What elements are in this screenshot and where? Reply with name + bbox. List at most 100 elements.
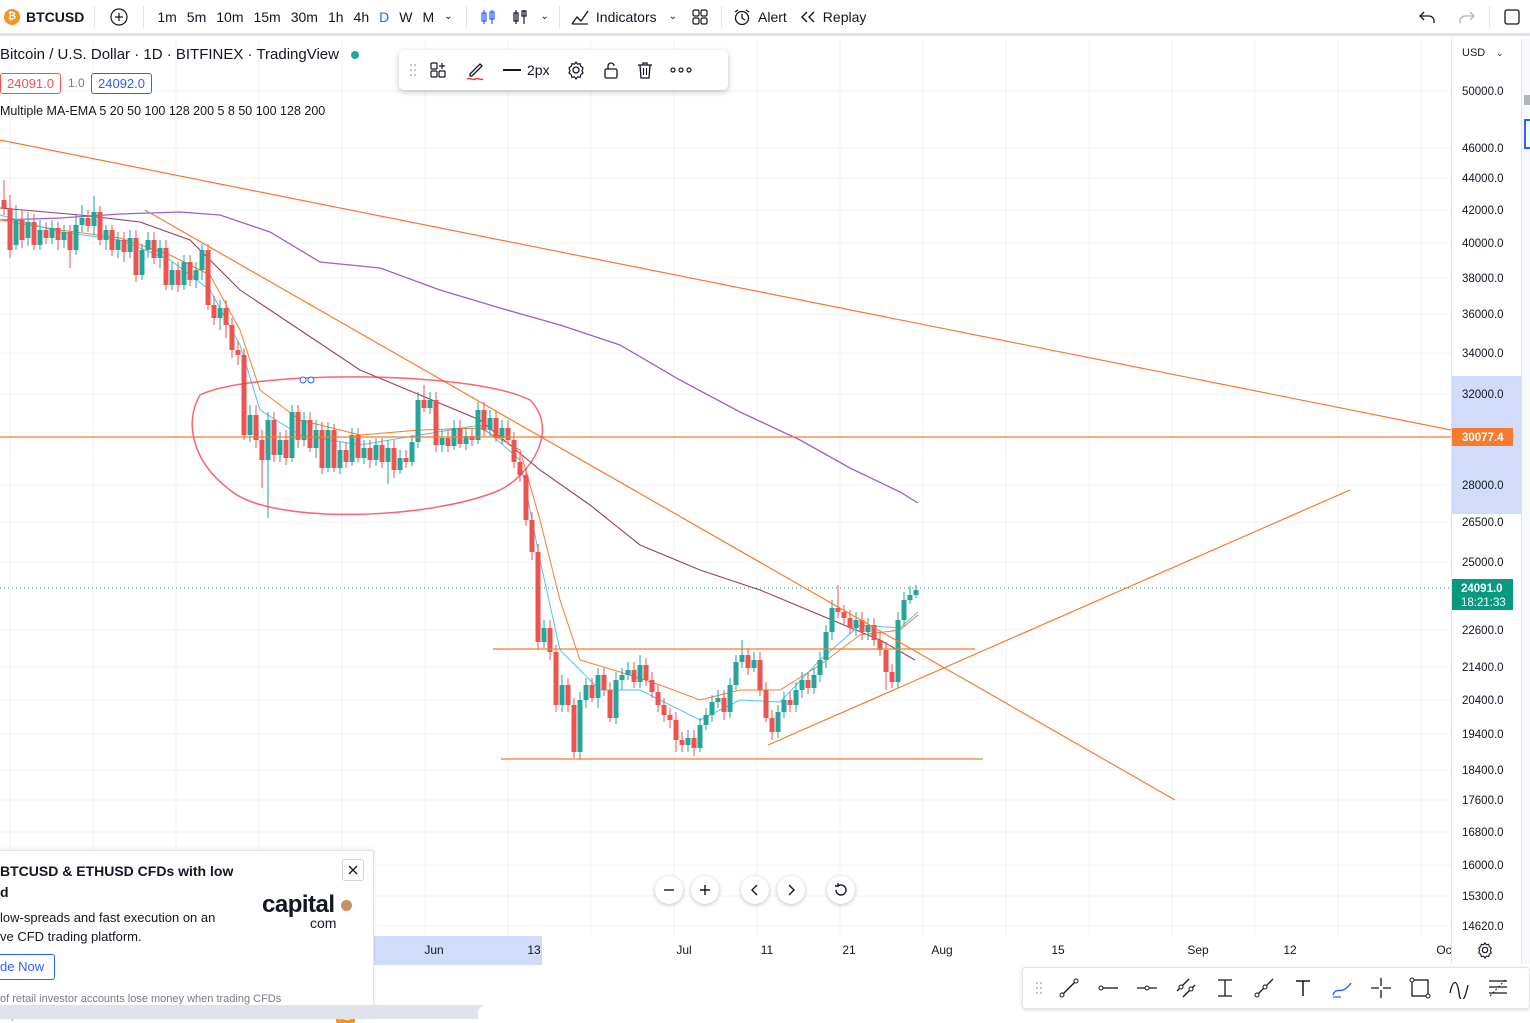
chart-canvas[interactable]: [0, 39, 1451, 964]
crosshair-tool-icon[interactable]: [1361, 968, 1400, 1008]
indicators-chevron-down-icon[interactable]: ⌄: [668, 11, 677, 22]
interval-30m[interactable]: 30m: [290, 8, 318, 25]
template-icon[interactable]: [421, 50, 457, 90]
candle-body: [61, 232, 67, 240]
candle-body: [85, 218, 91, 226]
interval-dropdown-chevron-icon[interactable]: ⌄: [444, 11, 453, 22]
interval-5m[interactable]: 5m: [186, 8, 207, 25]
zoom-out-button[interactable]: [655, 876, 683, 904]
candle-body: [283, 440, 289, 458]
scroll-left-button[interactable]: [741, 876, 769, 904]
currency-chevron-down-icon[interactable]: ⌄: [1496, 48, 1504, 58]
price-tick-label: 16000.0: [1462, 860, 1504, 872]
interval-1h[interactable]: 1h: [327, 8, 344, 25]
horizontal-ray-tool-icon[interactable]: [1088, 968, 1127, 1008]
scroll-right-button[interactable]: [777, 876, 805, 904]
indicators-button[interactable]: Indicators: [564, 0, 663, 35]
candle-body: [517, 462, 523, 475]
candle-body: [403, 458, 409, 462]
chart-type-chevron-down-icon[interactable]: ⌄: [540, 11, 549, 22]
layout-grid-icon[interactable]: [683, 0, 717, 35]
compare-add-icon[interactable]: [99, 0, 139, 35]
alarm-clock-icon: [734, 8, 750, 25]
price-chart[interactable]: [0, 39, 1451, 964]
trash-icon[interactable]: [628, 50, 662, 90]
interval-m[interactable]: M: [422, 8, 435, 25]
indicators-icon: [571, 10, 589, 25]
axis-settings-gear-icon[interactable]: [1476, 941, 1496, 961]
ema-20-line: [0, 219, 919, 701]
redo-icon[interactable]: [1447, 0, 1485, 35]
price-range-tool-icon[interactable]: [1205, 968, 1244, 1008]
candle-body: [895, 620, 901, 682]
path-tool-icon[interactable]: [1322, 968, 1361, 1008]
interval-w[interactable]: W: [399, 8, 413, 25]
candle-body: [535, 552, 541, 642]
interval-4h[interactable]: 4h: [353, 8, 370, 25]
bar-style-icon[interactable]: [471, 0, 505, 35]
zoom-in-button[interactable]: [691, 876, 719, 904]
horizontal-line-tool-icon[interactable]: [1127, 968, 1166, 1008]
top-toolbar: ₿ BTCUSD 1m 5m 10m 15m 30m 1h 4h D W M ⌄…: [0, 0, 1530, 36]
rectangle-tool-icon[interactable]: [1400, 968, 1439, 1008]
candle-body: [169, 270, 175, 285]
parallel-channel-tool-icon[interactable]: [1166, 968, 1205, 1008]
interval-1m[interactable]: 1m: [157, 8, 177, 25]
candle-body: [697, 725, 703, 748]
candle-body: [703, 715, 709, 725]
undo-icon[interactable]: [1409, 0, 1447, 35]
candle-body: [901, 600, 907, 620]
unlock-icon[interactable]: [594, 50, 628, 90]
candle-body: [421, 400, 427, 408]
curve-tool-icon[interactable]: [1439, 968, 1478, 1008]
ad-cta-button[interactable]: de Now: [0, 954, 56, 980]
candle-body: [913, 590, 919, 595]
strip-active-marker[interactable]: [1524, 119, 1530, 149]
interval-10m[interactable]: 10m: [216, 8, 244, 25]
more-options-icon[interactable]: [662, 50, 700, 90]
user-drawings[interactable]: [0, 139, 1451, 801]
symbol-search-button[interactable]: ₿ BTCUSD: [0, 0, 90, 35]
trend-line-up: [767, 489, 1351, 746]
candle-body: [139, 250, 145, 275]
candle-body: [583, 685, 589, 700]
settings-gear-icon[interactable]: [558, 50, 594, 90]
advertisement-panel[interactable]: BTCUSD & ETHUSD CFDs with low d low-spre…: [0, 850, 374, 1023]
candle-body: [691, 738, 697, 748]
candle-body: [55, 228, 61, 240]
reset-chart-button[interactable]: [827, 876, 855, 904]
time-tick-label: Jul: [676, 943, 691, 957]
ray-tool-icon[interactable]: [1244, 968, 1283, 1008]
price-tick-label: 42000.0: [1462, 205, 1504, 217]
candle-body: [751, 660, 757, 668]
interval-15m[interactable]: 15m: [253, 8, 281, 25]
drag-handle-icon[interactable]: [405, 50, 421, 90]
candle-body: [397, 458, 403, 470]
price-scale-labels: USD ⌄ 50000.0 46000.0 44000.0 42000.0 40000.…: [1452, 47, 1522, 933]
fullscreen-icon[interactable]: [1494, 0, 1530, 35]
alert-button[interactable]: Alert: [726, 0, 793, 35]
currency-selector[interactable]: USD: [1462, 47, 1485, 59]
chart-type-candles-icon[interactable]: [505, 0, 535, 35]
fib-retracement-tool-icon[interactable]: [1478, 968, 1517, 1008]
ad-close-button[interactable]: [342, 859, 364, 881]
candle-body: [31, 222, 37, 245]
buy-price-box[interactable]: 24092.0: [91, 73, 152, 94]
line-width-button[interactable]: 2px: [495, 50, 558, 90]
price-scale[interactable]: USD ⌄ 50000.0 46000.0 44000.0 42000.0 40000.…: [1451, 39, 1522, 964]
reset-icon: [835, 883, 847, 896]
time-scale[interactable]: Jun 13 Jul 11 21 Aug 15 Sep 12 Oc: [0, 935, 1452, 965]
candle-body: [553, 652, 559, 705]
line-color-pencil-icon[interactable]: [457, 50, 495, 90]
drawing-anchor-handle: [299, 376, 307, 384]
interval-d[interactable]: D: [379, 8, 390, 25]
indicators-label: Indicators: [595, 8, 657, 25]
indicator-legend[interactable]: Multiple MA-EMA 5 20 50 100 128 200 5 8 …: [0, 104, 326, 118]
toolbar-drag-handle-icon[interactable]: [1029, 968, 1049, 1008]
text-tool-icon[interactable]: [1283, 968, 1322, 1008]
replay-button[interactable]: Replay: [793, 0, 873, 35]
trend-line-tool-icon[interactable]: [1049, 968, 1088, 1008]
ad-headline-line-2: d: [0, 884, 9, 900]
price-tick-label: 28000.0: [1462, 480, 1504, 492]
sell-price-box[interactable]: 24091.0: [0, 73, 61, 94]
